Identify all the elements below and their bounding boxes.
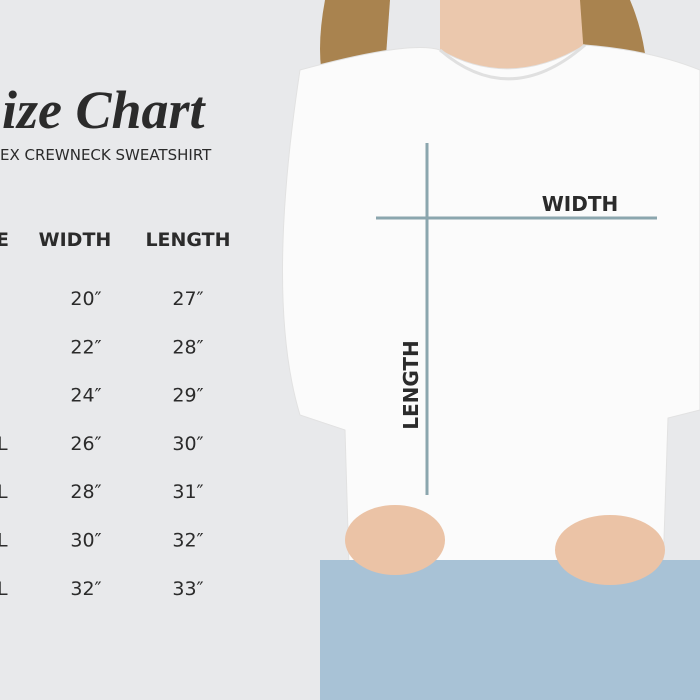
column-header: LENGTH	[145, 229, 230, 251]
length-cell: 28″	[172, 336, 203, 358]
length-cell: 32″	[172, 530, 203, 552]
size-cell: L	[0, 481, 8, 503]
subtitle: EX CREWNECK SWEATSHIRT	[0, 146, 212, 164]
width-label: WIDTH	[542, 192, 618, 216]
title: ize Chart	[2, 80, 207, 140]
width-cell: 20″	[70, 288, 101, 310]
length-cell: 30″	[172, 433, 203, 455]
width-cell: 32″	[70, 578, 101, 600]
length-label: LENGTH	[399, 340, 423, 430]
column-header: WIDTH	[39, 229, 112, 251]
model-photo	[282, 0, 700, 700]
width-cell: 24″	[70, 385, 101, 407]
length-cell: 31″	[172, 481, 203, 503]
width-cell: 22″	[70, 336, 101, 358]
size-cell: L	[0, 433, 8, 455]
neck	[440, 0, 585, 70]
column-header: E	[0, 229, 9, 251]
right-hand	[555, 515, 665, 585]
size-cell: L	[0, 578, 8, 600]
width-cell: 30″	[70, 530, 101, 552]
left-hand	[345, 505, 445, 575]
length-cell: 29″	[172, 385, 203, 407]
collar	[439, 43, 586, 81]
width-cell: 28″	[70, 481, 101, 503]
jeans	[320, 560, 700, 700]
size-cell: L	[0, 530, 8, 552]
width-cell: 26″	[70, 433, 101, 455]
length-cell: 27″	[172, 288, 203, 310]
sweatshirt	[282, 44, 700, 601]
length-cell: 33″	[172, 578, 203, 600]
